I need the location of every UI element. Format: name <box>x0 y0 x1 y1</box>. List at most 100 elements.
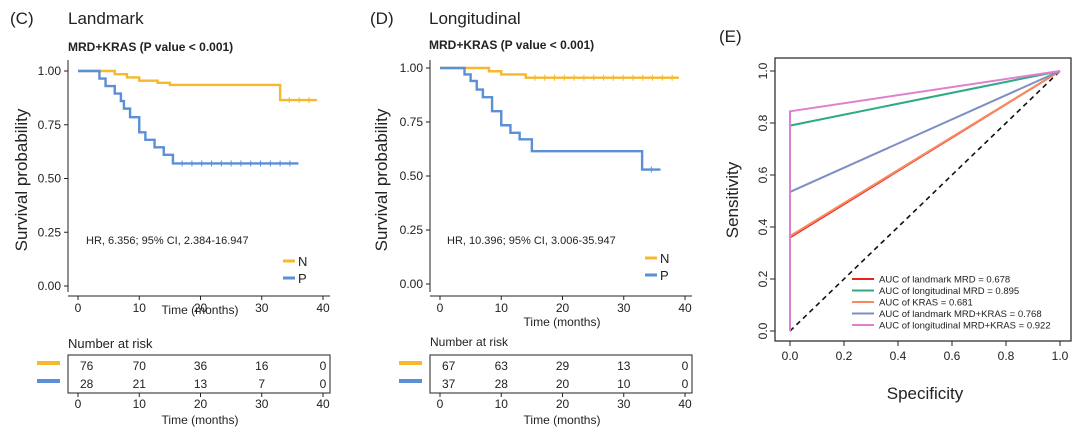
d-km-curve-n <box>440 66 679 79</box>
e-y-tick-label: 0.6 <box>756 166 770 183</box>
c-legend-label-p: P <box>298 271 307 286</box>
d-x-tick-label: 20 <box>556 301 570 315</box>
c-risk-cell-n: 0 <box>320 359 327 373</box>
c-risk-x-tick-label: 20 <box>194 397 208 411</box>
e-y-tick-label: 1.0 <box>756 62 770 79</box>
c-risk-cell-p: 21 <box>133 377 147 391</box>
d-y-tick-label: 1.00 <box>400 61 424 75</box>
d-risk-x-tick-label: 10 <box>495 397 509 411</box>
d-risk-cell-p: 28 <box>495 377 509 391</box>
c-risk-cell-n: 16 <box>255 359 269 373</box>
d-risk-x-tick-label: 30 <box>617 397 631 411</box>
panel-c-risk-x-label: Time (months) <box>162 413 239 427</box>
panel-e-x-axis-label: Specificity <box>887 384 964 403</box>
d-km-curve-p <box>440 66 661 171</box>
panel-c-risk-table-box <box>67 354 331 394</box>
panel-c-x-axis-label: Time (months) <box>162 303 239 317</box>
d-risk-cell-n: 67 <box>442 359 456 373</box>
panel-d-x-axis-label: Time (months) <box>524 315 601 329</box>
e-x-tick-label: 0.0 <box>782 349 799 363</box>
panel-d-risk-table-box <box>429 354 693 394</box>
c-km-curve-p <box>78 69 299 165</box>
d-risk-x-tick-label: 40 <box>678 397 692 411</box>
e-legend-label-3: AUC of KRAS = 0.681 <box>879 298 973 309</box>
e-y-tick-label: 0.0 <box>756 322 770 339</box>
e-legend-label-5: AUC of longitudinal MRD+KRAS = 0.922 <box>879 321 1051 332</box>
c-risk-x-tick-label: 0 <box>75 397 82 411</box>
e-legend-label-1: AUC of landmark MRD = 0.678 <box>879 275 1010 286</box>
c-risk-cell-n: 36 <box>194 359 208 373</box>
e-legend-label-4: AUC of landmark MRD+KRAS = 0.768 <box>879 309 1042 320</box>
d-risk-cell-p: 20 <box>556 377 570 391</box>
panel-d-hr-annotation: HR, 10.396; 95% CI, 3.006-35.947 <box>447 235 616 247</box>
d-risk-cell-p: 0 <box>682 377 689 391</box>
panel-c-title: Landmark <box>68 9 144 28</box>
panel-c-y-axis-label: Survival probability <box>12 108 31 251</box>
c-risk-x-tick-label: 40 <box>316 397 330 411</box>
c-risk-cell-n: 70 <box>133 359 147 373</box>
d-x-tick-label: 0 <box>437 301 444 315</box>
panel-c-subtitle: MRD+KRAS (P value < 0.001) <box>68 40 233 54</box>
c-km-curve-n <box>78 69 317 102</box>
c-x-tick-label: 0 <box>75 301 82 315</box>
panel-c-km-landmark: (C) Landmark MRD+KRAS (P value < 0.001) … <box>10 9 331 427</box>
d-y-tick-label: 0.75 <box>400 115 424 129</box>
d-risk-x-tick-label: 20 <box>556 397 570 411</box>
d-risk-cell-n: 29 <box>556 359 570 373</box>
d-y-tick-label: 0.25 <box>400 223 424 237</box>
panel-e-y-axis-label: Sensitivity <box>723 161 742 238</box>
panel-label-c: (C) <box>10 9 34 28</box>
panel-d-subtitle: MRD+KRAS (P value < 0.001) <box>429 38 594 52</box>
c-risk-cell-p: 0 <box>320 377 327 391</box>
c-risk-cell-p: 13 <box>194 377 208 391</box>
panel-e-plot-frame <box>774 57 1072 342</box>
c-risk-cell-p: 7 <box>258 377 265 391</box>
panel-label-e: (E) <box>719 27 742 46</box>
c-risk-cell-p: 28 <box>80 377 94 391</box>
c-y-tick-label: 0.50 <box>38 172 62 186</box>
panel-d-y-axis-label: Survival probability <box>372 108 391 251</box>
c-risk-cell-n: 76 <box>80 359 94 373</box>
d-legend-label-n: N <box>660 251 669 266</box>
c-x-tick-label: 40 <box>316 301 330 315</box>
c-x-tick-label: 20 <box>194 301 208 315</box>
e-roc-curve-5 <box>789 70 1061 331</box>
d-x-tick-label: 10 <box>495 301 509 315</box>
panel-c-risk-title: Number at risk <box>68 336 153 351</box>
c-risk-x-tick-label: 30 <box>255 397 269 411</box>
panel-d-title: Longitudinal <box>429 9 521 28</box>
panel-d-km-longitudinal: (D) Longitudinal MRD+KRAS (P value < 0.0… <box>370 9 693 427</box>
e-x-tick-label: 0.8 <box>998 349 1015 363</box>
d-x-tick-label: 40 <box>678 301 692 315</box>
c-y-tick-label: 0.25 <box>38 225 62 239</box>
d-x-tick-label: 30 <box>617 301 631 315</box>
panel-label-d: (D) <box>370 9 394 28</box>
e-y-tick-label: 0.8 <box>756 114 770 131</box>
c-y-tick-label: 1.00 <box>38 64 62 78</box>
d-legend-label-p: P <box>660 268 669 283</box>
d-y-tick-label: 0.50 <box>400 169 424 183</box>
panel-d-risk-title: Number at risk <box>430 335 509 349</box>
c-y-tick-label: 0.75 <box>38 118 62 132</box>
c-x-tick-label: 10 <box>133 301 147 315</box>
d-risk-cell-p: 10 <box>617 377 631 391</box>
e-y-tick-label: 0.4 <box>756 218 770 235</box>
e-x-tick-label: 0.4 <box>890 349 907 363</box>
panel-c-hr-annotation: HR, 6.356; 95% CI, 2.384-16.947 <box>86 235 249 247</box>
c-y-tick-label: 0.00 <box>38 279 62 293</box>
panel-e-roc: (E) Sensitivity Specificity 0.0 0.2 0.4 0.6… <box>719 27 1072 403</box>
d-risk-cell-p: 37 <box>442 377 456 391</box>
d-risk-x-tick-label: 0 <box>437 397 444 411</box>
c-legend-label-n: N <box>298 254 307 269</box>
e-x-tick-label: 0.2 <box>836 349 853 363</box>
e-y-tick-label: 0.2 <box>756 270 770 287</box>
e-legend-label-2: AUC of longitudinal MRD = 0.895 <box>879 286 1019 297</box>
c-risk-x-tick-label: 10 <box>133 397 147 411</box>
panel-d-risk-x-label: Time (months) <box>524 413 601 427</box>
d-risk-cell-n: 0 <box>682 359 689 373</box>
d-risk-cell-n: 13 <box>617 359 631 373</box>
e-x-tick-label: 0.6 <box>944 349 961 363</box>
e-x-tick-label: 1.0 <box>1052 349 1069 363</box>
c-x-tick-label: 30 <box>255 301 269 315</box>
